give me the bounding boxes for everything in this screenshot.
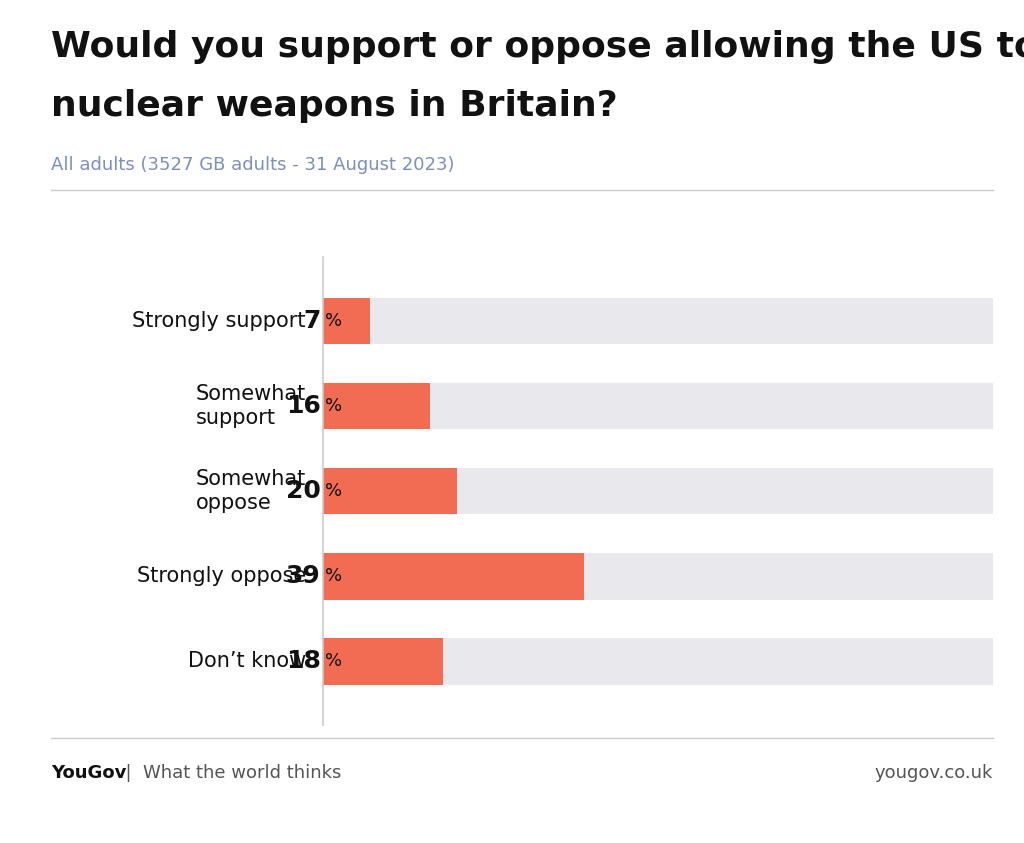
Bar: [323, 298, 370, 344]
Text: Strongly support: Strongly support: [132, 311, 306, 331]
Text: 39: 39: [286, 564, 321, 588]
Text: |  What the world thinks: | What the world thinks: [114, 764, 341, 782]
Text: %: %: [325, 652, 342, 670]
Bar: [323, 468, 457, 514]
Text: All adults (3527 GB adults - 31 August 2023): All adults (3527 GB adults - 31 August 2…: [51, 156, 455, 174]
Bar: [323, 638, 993, 685]
Bar: [323, 553, 584, 599]
Text: YouGov: YouGov: [51, 764, 127, 782]
Text: %: %: [325, 312, 342, 330]
Text: Somewhat
oppose: Somewhat oppose: [196, 470, 306, 513]
Bar: [323, 298, 993, 344]
Text: %: %: [325, 482, 342, 500]
Bar: [323, 468, 993, 514]
Text: 20: 20: [286, 479, 321, 503]
Text: Would you support or oppose allowing the US to station: Would you support or oppose allowing the…: [51, 30, 1024, 63]
Text: Don’t know: Don’t know: [187, 651, 306, 671]
Text: Somewhat
support: Somewhat support: [196, 384, 306, 427]
Text: 7: 7: [303, 309, 321, 333]
Bar: [323, 383, 993, 429]
Bar: [323, 638, 443, 685]
Text: nuclear weapons in Britain?: nuclear weapons in Britain?: [51, 89, 617, 122]
Text: %: %: [325, 567, 342, 585]
Text: 16: 16: [286, 394, 321, 418]
Text: 18: 18: [286, 649, 321, 674]
Bar: [323, 553, 993, 599]
Bar: [323, 383, 430, 429]
Text: yougov.co.uk: yougov.co.uk: [874, 764, 993, 782]
Text: %: %: [325, 397, 342, 415]
Text: Strongly oppose: Strongly oppose: [136, 566, 306, 586]
